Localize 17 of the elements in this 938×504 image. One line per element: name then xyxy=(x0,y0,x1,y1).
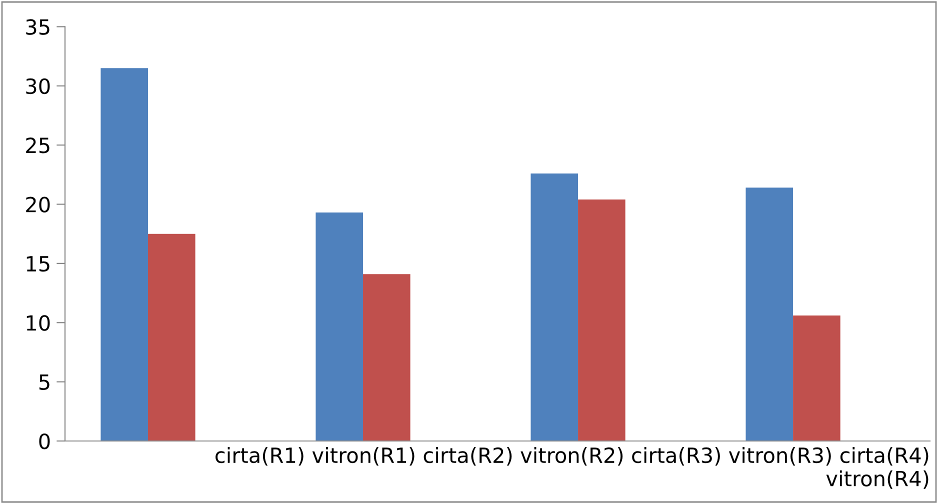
bar xyxy=(363,274,410,441)
bar xyxy=(578,200,626,441)
y-tick-label: 20 xyxy=(26,196,50,212)
y-tick-label: 35 xyxy=(26,19,50,35)
y-tick-label: 30 xyxy=(26,78,50,94)
bar xyxy=(746,188,794,441)
y-tick-label: 15 xyxy=(26,256,50,272)
bar xyxy=(100,68,148,441)
bar xyxy=(530,173,578,441)
y-tick-label: 10 xyxy=(26,315,50,331)
bar xyxy=(316,212,364,441)
y-tick-label: 0 xyxy=(39,433,50,450)
y-tick-label: 5 xyxy=(39,374,50,390)
y-tick-label: 25 xyxy=(26,138,50,154)
bar xyxy=(148,234,196,441)
text: cirta(R1) vitron(R1) cirta(R2) vitron(R2) cirta(R3) vitron(R3) cirta(R4) vitron(R4) xyxy=(216,447,928,489)
bar xyxy=(793,316,840,441)
